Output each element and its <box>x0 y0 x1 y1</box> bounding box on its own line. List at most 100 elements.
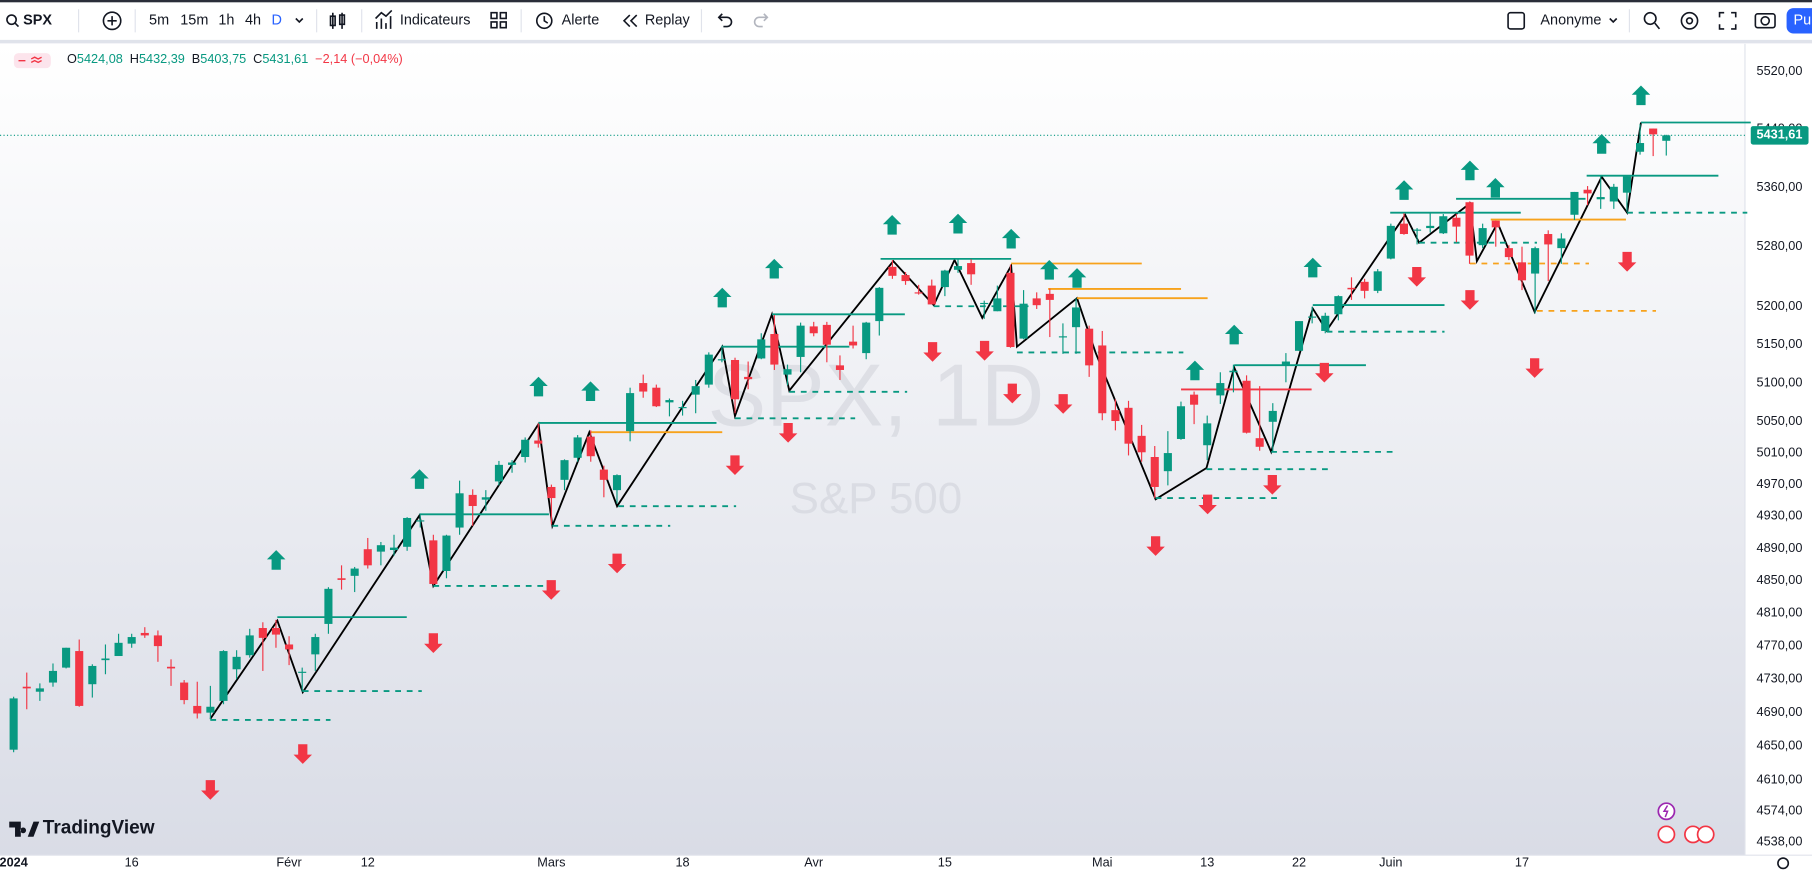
add-symbol-plus <box>107 16 117 26</box>
search-icon-handle <box>14 22 20 28</box>
candle-body <box>298 671 307 673</box>
y-tick-label: 5010,00 <box>1757 444 1803 459</box>
candle-body <box>219 651 228 701</box>
candle-body <box>1098 345 1107 414</box>
layout-icon[interactable] <box>1507 11 1526 30</box>
symbol[interactable]: SPX <box>23 13 52 29</box>
candle-body <box>245 635 254 656</box>
legend-value: 5424,08 <box>77 51 123 66</box>
candle-body <box>612 475 622 491</box>
x-tick-label: 13 <box>1200 855 1214 870</box>
candle-body <box>416 520 425 522</box>
buy-arrow <box>1040 260 1059 280</box>
fullscreen[interactable] <box>1718 11 1737 30</box>
interval-active[interactable]: D <box>272 13 282 29</box>
undo[interactable] <box>717 13 733 28</box>
candle-body <box>140 632 149 636</box>
candle-body <box>993 298 1002 312</box>
account-dropdown[interactable] <box>1609 17 1618 24</box>
event-flag[interactable] <box>1696 825 1715 844</box>
sell-arrow <box>541 580 561 600</box>
interval[interactable]: 4h <box>245 13 261 29</box>
candle-body <box>271 628 281 635</box>
settings-center <box>1685 17 1694 25</box>
candle-body <box>652 387 661 407</box>
interval[interactable]: 15m <box>180 13 208 29</box>
zigzag-indicator <box>209 121 1751 721</box>
templates[interactable] <box>490 11 507 29</box>
search-icon[interactable] <box>6 14 17 26</box>
candle-body <box>717 359 726 361</box>
alert[interactable]: Alerte <box>562 13 600 29</box>
quick-search[interactable] <box>1643 11 1657 26</box>
replay[interactable]: Replay <box>645 13 691 29</box>
candle-body <box>206 706 215 713</box>
candle-body <box>691 386 700 395</box>
chart-type[interactable] <box>329 12 346 29</box>
candle-body <box>757 339 766 359</box>
event-flag[interactable] <box>1657 825 1676 844</box>
interval-dropdown[interactable] <box>295 17 304 24</box>
candle-body <box>48 670 58 683</box>
axis-settings[interactable] <box>1777 857 1790 870</box>
buy-arrow <box>1394 180 1414 200</box>
event-icon-bolt <box>1662 805 1669 818</box>
candle-body <box>363 549 372 566</box>
candle-body <box>62 647 71 668</box>
candle-body <box>1150 456 1159 487</box>
buy-arrow <box>529 376 548 397</box>
candle-body <box>35 688 44 692</box>
legend-toggle[interactable] <box>13 53 51 69</box>
candle-body <box>1190 394 1199 405</box>
candle-body <box>875 287 884 322</box>
candle-body <box>468 494 477 507</box>
candle-body <box>534 440 543 444</box>
buy-arrow <box>1460 160 1480 181</box>
candle-body <box>1229 370 1238 373</box>
candle-body <box>744 376 753 380</box>
candle-body <box>494 464 503 482</box>
last-price-tag <box>1750 126 1809 145</box>
signal-arrows <box>201 85 1651 800</box>
interval[interactable]: 5m <box>149 13 169 29</box>
y-tick-label: 4730,00 <box>1757 671 1803 686</box>
last-price-label: 5431,61 <box>1757 127 1803 142</box>
snapshot[interactable] <box>1754 13 1776 29</box>
publish-button[interactable] <box>1786 8 1812 34</box>
add-symbol[interactable] <box>102 11 122 31</box>
y-tick-label: 4690,00 <box>1757 704 1803 719</box>
indicators[interactable]: Indicateurs <box>400 13 471 29</box>
candle-body <box>1373 271 1382 291</box>
publish-label[interactable]: Pu <box>1794 13 1812 29</box>
x-tick-label: 15 <box>938 855 952 870</box>
candle-body <box>508 462 517 465</box>
replay-icon[interactable] <box>622 14 638 28</box>
y-tick-label: 4890,00 <box>1757 540 1803 555</box>
candle-body <box>193 705 202 714</box>
candle-body <box>927 285 936 305</box>
candle-body <box>324 588 333 624</box>
candle-body <box>1216 383 1225 396</box>
candle-body <box>1137 435 1146 453</box>
interval[interactable]: 1h <box>218 13 234 29</box>
candle-body <box>1334 296 1343 315</box>
chart-pane <box>0 43 1745 856</box>
candle-body <box>862 322 871 354</box>
alert-icon[interactable] <box>535 12 553 30</box>
account[interactable]: Anonyme <box>1540 13 1601 29</box>
candle-body <box>1386 225 1395 259</box>
x-tick-label: 22 <box>1292 855 1306 870</box>
indicators-icon[interactable] <box>375 9 393 29</box>
candle-body <box>626 393 635 432</box>
redo[interactable] <box>753 13 769 28</box>
settings[interactable] <box>1680 11 1699 30</box>
y-tick-label: 5360,00 <box>1757 179 1803 194</box>
candle-body <box>9 698 18 750</box>
candle-body <box>1268 410 1277 422</box>
candle-body <box>75 651 84 706</box>
candle-body <box>455 493 464 528</box>
sell-arrow <box>923 342 942 362</box>
x-tick-label: 12 <box>361 855 375 870</box>
x-tick-label: 16 <box>125 855 139 870</box>
